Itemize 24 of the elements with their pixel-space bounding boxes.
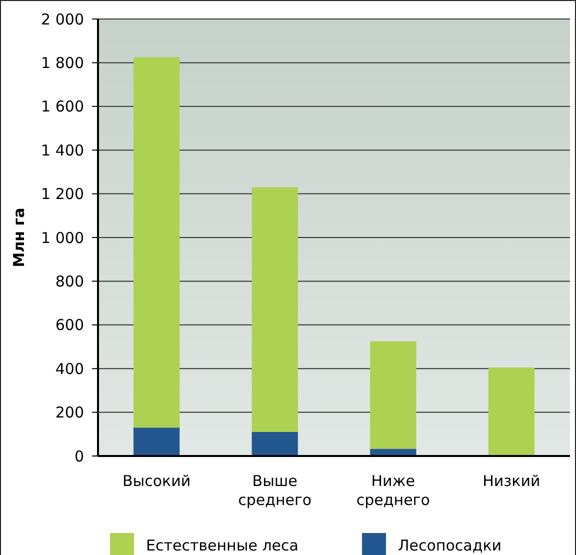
x-tick-label: Выше среднего — [238, 472, 312, 509]
y-tick-label: 200 — [55, 404, 84, 422]
y-tick-label: 1 200 — [41, 185, 84, 204]
x-tick-label: Низкий — [482, 472, 540, 490]
bar — [370, 341, 416, 449]
y-axis-title: Млн га — [10, 208, 28, 268]
y-tick-label: 1 400 — [41, 141, 84, 160]
y-tick-label: 2 000 — [41, 10, 84, 28]
legend-label: Лесопосадки — [398, 536, 502, 554]
bar — [252, 187, 298, 432]
bar — [252, 432, 298, 456]
y-tick-label: 0 — [74, 447, 84, 466]
y-tick-label: 1 000 — [41, 228, 84, 247]
y-tick-label: 600 — [55, 316, 84, 334]
bar — [488, 368, 535, 456]
x-tick-label: Высокий — [122, 472, 191, 490]
y-tick-label: 800 — [55, 272, 84, 290]
y-tick-label: 1 800 — [41, 54, 84, 72]
y-tick-label: 400 — [55, 360, 84, 378]
bar — [133, 57, 180, 428]
y-tick-label: 1 600 — [41, 98, 84, 116]
bar — [133, 428, 180, 456]
x-tick-label: Ниже среднего — [356, 472, 430, 509]
legend-label: Естественные леса — [146, 536, 298, 554]
